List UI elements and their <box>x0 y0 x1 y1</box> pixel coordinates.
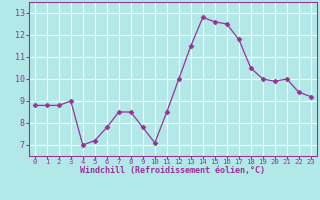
X-axis label: Windchill (Refroidissement éolien,°C): Windchill (Refroidissement éolien,°C) <box>80 166 265 175</box>
